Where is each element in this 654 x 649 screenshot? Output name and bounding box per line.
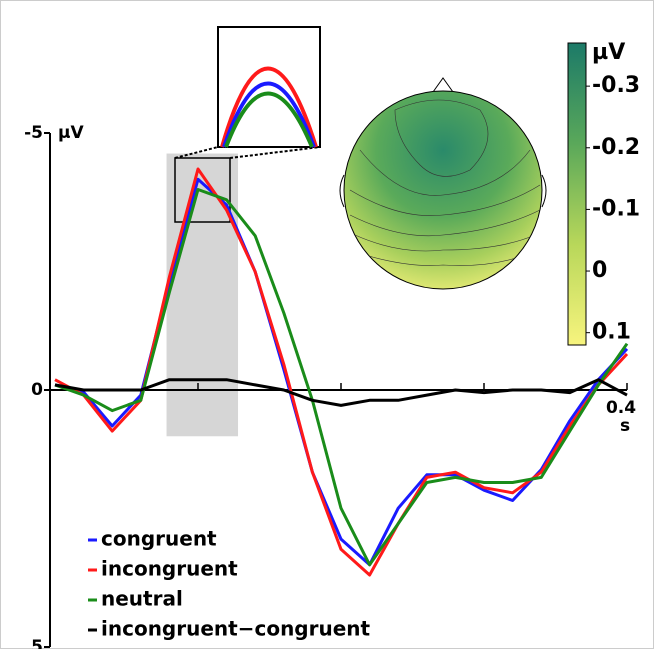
topomap (339, 77, 547, 290)
colorbar (567, 42, 587, 346)
legend-label: neutral (101, 587, 183, 611)
y-tick-label: 5 (31, 637, 43, 649)
y-tick-label: 0 (31, 380, 43, 400)
legend-label: congruent (101, 527, 217, 551)
y-axis-label: µV (58, 123, 85, 143)
analysis-window (166, 153, 239, 437)
zoom-inset (174, 26, 321, 223)
legend-label: incongruent−congruent (101, 617, 371, 641)
series-line (54, 167, 629, 577)
colorbar-tick-label: -0.3 (592, 73, 640, 98)
x-tick-label: 0.4 (606, 398, 636, 418)
colorbar-tick-label: -0.1 (592, 196, 640, 221)
colorbar-label: µV (592, 40, 625, 65)
colorbar-tick-label: 0 (592, 258, 607, 283)
x-axis-label: s (620, 416, 630, 436)
series-line (54, 188, 629, 567)
colorbar-tick-label: 0.1 (592, 320, 631, 345)
legend-label: incongruent (101, 557, 238, 581)
y-tick-label: -5 (24, 123, 43, 143)
colorbar-tick-label: -0.2 (592, 135, 640, 160)
series-line (54, 378, 628, 407)
